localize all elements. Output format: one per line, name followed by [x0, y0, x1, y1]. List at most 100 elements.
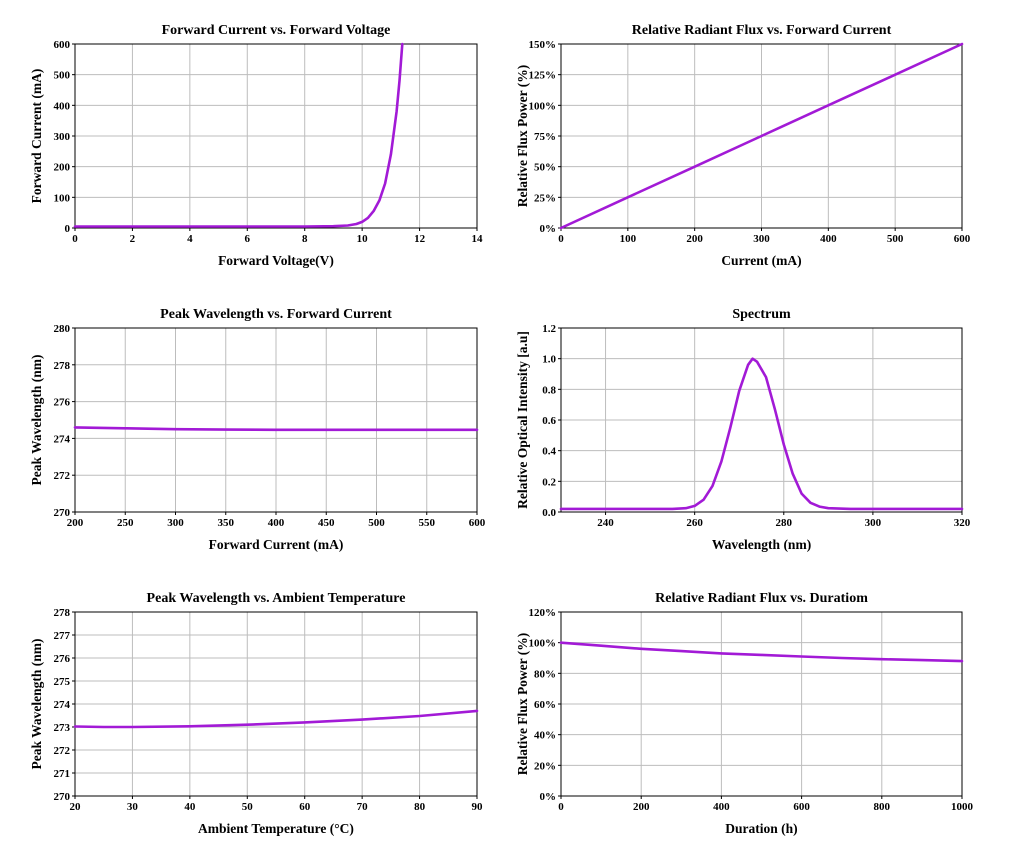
- y-axis-label: Relative Flux Power (%): [515, 633, 530, 776]
- x-tick-label: 200: [686, 233, 703, 245]
- y-tick-label: 50%: [534, 162, 556, 174]
- x-tick-label: 450: [318, 517, 335, 529]
- y-tick-label: 274: [54, 699, 71, 711]
- y-tick-label: 0: [65, 223, 71, 235]
- x-axis-label: Ambient Temperature (°C): [198, 821, 354, 836]
- x-tick-label: 320: [954, 517, 971, 529]
- y-axis-label: Relative Flux Power (%): [515, 65, 530, 208]
- x-tick-label: 400: [713, 801, 730, 813]
- y-axis-label: Peak Wavelength (nm): [29, 355, 44, 486]
- x-tick-label: 8: [302, 233, 308, 245]
- chart-panel-2: 0 100 200 300 400 500 600 0% 25% 50% 75% 100% 125% 15…: [515, 23, 971, 268]
- chart-panel-1: 0 2 4 6 8 10 12 14 0 100 200 300 400 500 600 Forward Cu…: [29, 23, 483, 268]
- x-tick-label: 300: [753, 233, 770, 245]
- y-tick-label: 25%: [534, 192, 556, 204]
- x-tick-label: 0: [72, 233, 78, 245]
- chart-title: Peak Wavelength vs. Ambient Temperature: [147, 591, 406, 606]
- x-tick-label: 1000: [951, 801, 974, 813]
- x-tick-label: 20: [70, 801, 82, 813]
- y-tick-label: 100%: [529, 100, 557, 112]
- y-tick-label: 0.4: [542, 446, 556, 458]
- y-tick-label: 275: [54, 676, 71, 688]
- x-tick-label: 240: [597, 517, 614, 529]
- y-tick-label: 20%: [534, 760, 556, 772]
- y-tick-label: 278: [54, 360, 71, 372]
- y-tick-label: 0.2: [542, 476, 556, 488]
- x-tick-label: 600: [469, 517, 486, 529]
- x-axis-label: Current (mA): [721, 253, 801, 268]
- y-tick-label: 40%: [534, 730, 556, 742]
- x-tick-label: 200: [633, 801, 650, 813]
- series-line: [559, 42, 964, 230]
- y-tick-label: 400: [54, 100, 71, 112]
- x-tick-label: 0: [558, 801, 564, 813]
- chart-title: Relative Radiant Flux vs. Duratiom: [655, 591, 868, 606]
- x-tick-label: 70: [357, 801, 369, 813]
- y-tick-label: 100: [54, 192, 71, 204]
- x-tick-label: 4: [187, 233, 193, 245]
- x-tick-label: 550: [419, 517, 436, 529]
- x-tick-label: 350: [218, 517, 235, 529]
- y-tick-label: 0%: [540, 791, 557, 803]
- x-axis-label: Wavelength (nm): [712, 537, 811, 552]
- x-tick-label: 2: [130, 233, 136, 245]
- x-tick-label: 600: [793, 801, 810, 813]
- x-tick-label: 100: [620, 233, 637, 245]
- chart-panel-6: 0 200 400 600 800 1000 0% 20% 40% 60% 80% 100% 120% R…: [515, 591, 974, 836]
- chart-title: Forward Current vs. Forward Voltage: [162, 23, 391, 38]
- y-tick-label: 272: [54, 745, 71, 757]
- y-tick-label: 271: [54, 768, 71, 780]
- y-tick-label: 270: [54, 507, 71, 519]
- y-tick-label: 500: [54, 70, 71, 82]
- x-tick-label: 30: [127, 801, 139, 813]
- chart-title: Relative Radiant Flux vs. Forward Curren…: [632, 23, 892, 38]
- x-tick-label: 300: [865, 517, 882, 529]
- x-tick-label: 500: [887, 233, 904, 245]
- y-axis-label: Peak Wavelength (nm): [29, 639, 44, 770]
- y-tick-label: 0.6: [542, 415, 556, 427]
- chart-title: Spectrum: [732, 307, 791, 322]
- y-tick-label: 75%: [534, 131, 556, 143]
- y-tick-label: 1.0: [542, 354, 556, 366]
- x-tick-label: 280: [776, 517, 793, 529]
- y-tick-label: 278: [54, 607, 71, 619]
- y-tick-label: 120%: [529, 607, 557, 619]
- y-tick-label: 200: [54, 162, 71, 174]
- x-tick-label: 40: [184, 801, 196, 813]
- x-tick-label: 600: [954, 233, 971, 245]
- y-tick-label: 276: [54, 653, 71, 665]
- x-tick-label: 400: [268, 517, 285, 529]
- y-axis-label: Relative Optical Intensity [a.u]: [515, 331, 530, 509]
- x-tick-label: 260: [686, 517, 703, 529]
- y-tick-label: 100%: [529, 638, 557, 650]
- series-line: [559, 357, 964, 511]
- x-tick-label: 6: [245, 233, 251, 245]
- y-tick-label: 0%: [540, 223, 557, 235]
- x-axis-label: Forward Voltage(V): [218, 253, 334, 268]
- series-line: [559, 641, 964, 663]
- x-tick-label: 500: [368, 517, 385, 529]
- x-tick-label: 300: [167, 517, 184, 529]
- y-tick-label: 300: [54, 131, 71, 143]
- x-tick-label: 90: [472, 801, 484, 813]
- chart-panel-5: 20 30 40 50 60 70 80 90 270 271 272 273 274 275 276 277…: [29, 591, 483, 836]
- series-line: [73, 42, 404, 228]
- y-tick-label: 273: [54, 722, 71, 734]
- y-tick-label: 272: [54, 470, 71, 482]
- x-tick-label: 400: [820, 233, 837, 245]
- x-tick-label: 800: [874, 801, 891, 813]
- x-tick-label: 250: [117, 517, 134, 529]
- x-tick-label: 14: [472, 233, 484, 245]
- x-tick-label: 12: [414, 233, 426, 245]
- chart-panel-3: 200 250 300 350 400 450 500 550 600 270 272 274 276 2…: [29, 307, 486, 552]
- y-tick-label: 1.2: [542, 323, 556, 335]
- y-tick-label: 150%: [529, 39, 557, 51]
- chart-title: Peak Wavelength vs. Forward Current: [160, 307, 392, 322]
- x-tick-label: 80: [414, 801, 426, 813]
- y-tick-label: 280: [54, 323, 71, 335]
- y-tick-label: 0.8: [542, 384, 556, 396]
- x-tick-label: 0: [558, 233, 564, 245]
- y-tick-label: 600: [54, 39, 71, 51]
- x-axis-label: Forward Current (mA): [209, 537, 344, 552]
